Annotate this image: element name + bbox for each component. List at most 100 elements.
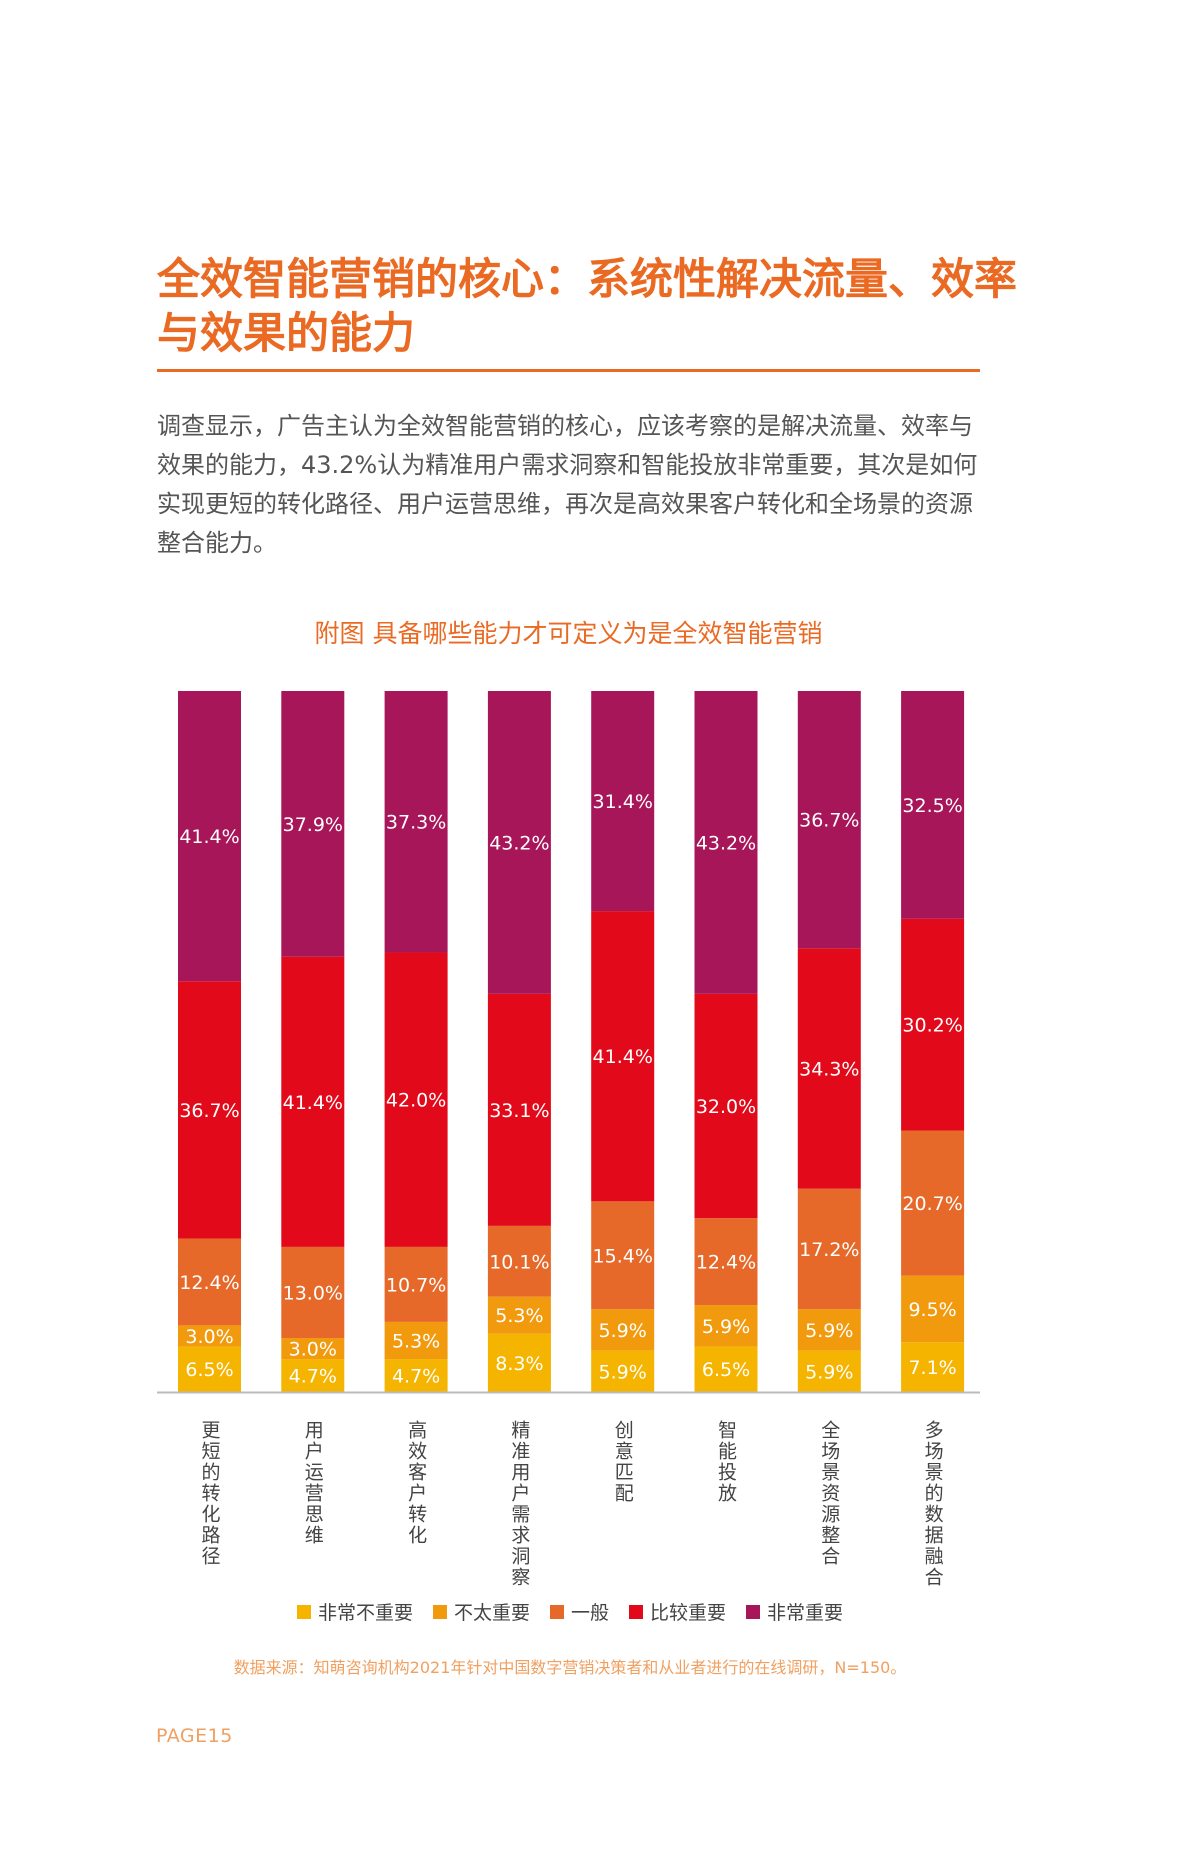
data-label: 43.2% [696,832,756,854]
legend-swatch [549,1604,564,1619]
data-label: 31.4% [593,791,653,813]
bar-segment-0-3 [487,1333,551,1392]
bar-segment-4-6 [797,691,861,949]
bar-segment-1-7 [901,1275,965,1343]
data-label: 15.4% [593,1245,653,1267]
bar-segment-3-0 [178,981,241,1239]
data-label: 4.7% [392,1366,440,1388]
page-title: 全效智能营销的核心：系统性解决流量、效率与效果的能力 [157,255,1017,359]
data-label: 9.5% [908,1299,956,1321]
data-label: 41.4% [283,1092,343,1114]
data-label: 37.9% [283,814,343,836]
bar-segment-1-3 [487,1296,551,1334]
bar-segment-1-5 [694,1305,758,1347]
legend-item: 非常不重要 [296,1598,413,1625]
bar-segment-4-2 [384,691,448,953]
category-label: 智能投放 [715,1420,737,1504]
data-label: 33.1% [489,1100,549,1122]
legend-item: 非常重要 [746,1598,843,1625]
legend-label: 非常不重要 [317,1602,413,1624]
bar-segment-4-4 [591,691,655,912]
category-label: 创意匹配 [612,1420,634,1504]
legend-label: 非常重要 [767,1602,844,1624]
bar-segment-0-0 [178,1346,241,1392]
bar-segment-3-2 [384,952,448,1247]
data-label: 4.7% [289,1366,337,1388]
bar-segment-0-5 [694,1346,758,1392]
data-label: 43.2% [489,832,549,854]
data-label: 42.0% [386,1090,446,1112]
data-label: 6.5% [185,1359,233,1381]
bar-segment-1-2 [384,1321,448,1360]
legend-label: 比较重要 [650,1602,727,1624]
legend-swatch [432,1604,447,1619]
data-label: 34.3% [799,1058,859,1080]
bar-segment-0-6 [797,1350,861,1392]
bar-segment-2-6 [797,1188,861,1310]
data-label: 12.4% [179,1272,239,1294]
data-label: 12.4% [696,1252,756,1274]
bar-segment-4-5 [694,691,758,994]
bar-segment-4-3 [487,691,551,994]
legend-item: 比较重要 [629,1598,726,1625]
bar-segment-0-7 [901,1342,965,1392]
data-label: 36.7% [799,810,859,832]
bar-segment-3-5 [694,993,758,1219]
page-number: PAGE15 [156,1725,233,1747]
data-label: 6.5% [702,1359,750,1381]
data-label: 5.9% [805,1320,853,1342]
title-divider [157,369,980,372]
bar-segment-2-7 [901,1130,965,1276]
category-label: 高效客户转化 [405,1420,427,1546]
category-label: 精准用户需求洞察 [508,1420,530,1588]
data-label: 5.9% [599,1361,647,1383]
bar-segment-1-4 [591,1309,655,1351]
legend-swatch [629,1604,643,1619]
data-label: 5.3% [392,1330,440,1352]
legend-item: 一般 [549,1598,609,1625]
data-label: 41.4% [179,826,239,848]
data-label: 41.4% [593,1046,653,1068]
legend-swatch [746,1604,761,1619]
bar-segment-0-1 [281,1359,345,1392]
data-label: 5.9% [702,1316,750,1338]
chart-legend: 非常不重要 不太重要 一般 比较重要 非常重要 [0,1598,1140,1625]
bar-segment-1-6 [797,1309,861,1351]
data-label: 17.2% [799,1239,859,1261]
bar-segment-1-0 [178,1325,241,1347]
bar-segment-3-1 [281,956,345,1247]
data-label: 36.7% [179,1100,239,1122]
bar-segment-3-7 [901,918,965,1131]
body-paragraph: 调查显示，广告主认为全效智能营销的核心，应该考察的是解决流量、效率与效果的能力，… [157,412,978,557]
category-label: 多场景的数据融合 [922,1420,944,1588]
bar-segment-2-3 [487,1225,551,1297]
data-label: 32.0% [696,1096,756,1118]
data-label: 10.1% [489,1251,549,1273]
legend-label: 一般 [570,1602,609,1624]
data-label: 3.0% [289,1339,337,1361]
bar-segment-4-1 [281,691,345,957]
data-label: 10.7% [386,1274,446,1296]
bar-segment-3-6 [797,948,861,1189]
data-label: 7.1% [908,1357,956,1379]
legend-swatch [296,1604,311,1619]
bar-segment-0-4 [591,1350,655,1392]
data-label: 5.9% [805,1361,853,1383]
data-label: 8.3% [495,1353,543,1375]
bar-segment-4-7 [901,691,965,919]
data-label: 30.2% [902,1015,962,1037]
bar-segment-3-4 [591,911,655,1202]
legend-item: 不太重要 [432,1598,530,1625]
bar-segment-2-1 [281,1246,345,1339]
bar-segment-2-5 [694,1218,758,1306]
bar-segment-4-0 [178,691,241,982]
bar-segment-0-2 [384,1359,448,1392]
data-label: 3.0% [185,1326,233,1348]
data-label: 5.9% [599,1320,647,1342]
data-label: 37.3% [386,812,446,834]
category-label: 用户运营思维 [302,1420,324,1546]
bar-segment-1-1 [281,1338,345,1360]
bar-segment-2-4 [591,1201,655,1310]
bar-segment-3-3 [487,993,551,1226]
